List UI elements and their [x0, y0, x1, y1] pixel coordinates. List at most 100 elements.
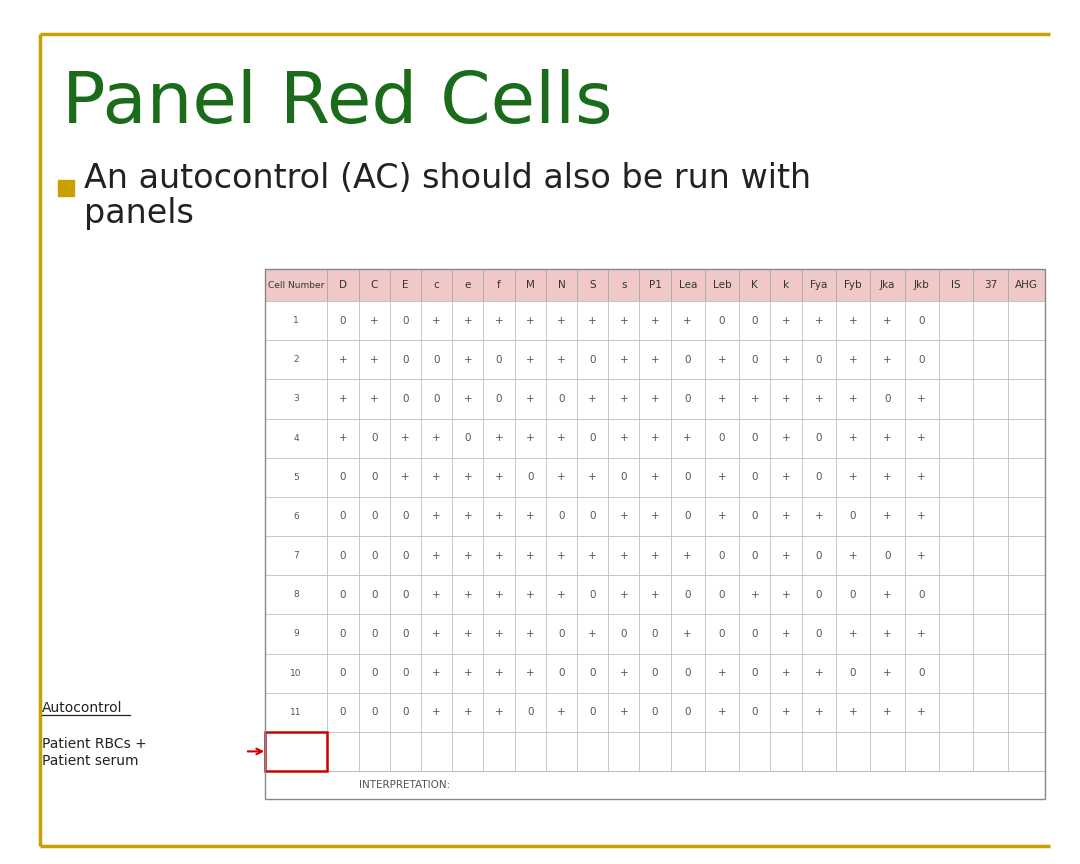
- Text: 0: 0: [590, 433, 596, 443]
- Text: 0: 0: [685, 511, 691, 521]
- Text: +: +: [650, 550, 659, 561]
- Bar: [939, 301, 973, 340]
- Bar: [390, 340, 421, 379]
- Bar: [639, 614, 671, 653]
- Text: 0: 0: [752, 629, 758, 638]
- Bar: [608, 497, 639, 536]
- Bar: [545, 614, 577, 653]
- Bar: [577, 301, 608, 340]
- Bar: [905, 693, 939, 732]
- Text: Lea: Lea: [678, 280, 697, 290]
- Bar: [739, 732, 770, 771]
- Text: 0: 0: [402, 629, 408, 638]
- Bar: [639, 301, 671, 340]
- Text: +: +: [339, 355, 348, 365]
- Bar: [514, 693, 545, 732]
- Bar: [390, 497, 421, 536]
- Bar: [671, 497, 705, 536]
- Bar: [484, 269, 514, 301]
- Text: +: +: [782, 433, 791, 443]
- Text: 0: 0: [752, 355, 758, 365]
- Bar: [453, 575, 484, 614]
- Text: +: +: [883, 315, 892, 326]
- Bar: [421, 269, 453, 301]
- Bar: [705, 653, 739, 693]
- Bar: [327, 379, 359, 418]
- Bar: [973, 418, 1008, 458]
- Text: +: +: [650, 315, 659, 326]
- Text: +: +: [883, 590, 892, 600]
- Text: +: +: [849, 708, 858, 717]
- Bar: [1008, 497, 1045, 536]
- Bar: [265, 418, 327, 458]
- Text: 0: 0: [370, 629, 377, 638]
- Bar: [577, 693, 608, 732]
- Bar: [905, 732, 939, 771]
- Bar: [265, 340, 327, 379]
- Text: 0: 0: [752, 708, 758, 717]
- Bar: [905, 269, 939, 301]
- Bar: [770, 653, 801, 693]
- Bar: [836, 458, 870, 497]
- Text: +: +: [917, 708, 926, 717]
- Text: 0: 0: [433, 355, 440, 365]
- Bar: [639, 269, 671, 301]
- Bar: [973, 269, 1008, 301]
- Text: +: +: [782, 473, 791, 482]
- Bar: [577, 653, 608, 693]
- Text: +: +: [401, 473, 409, 482]
- Text: 0: 0: [685, 473, 691, 482]
- Bar: [671, 614, 705, 653]
- Text: 10: 10: [291, 669, 302, 677]
- Bar: [421, 301, 453, 340]
- Bar: [836, 418, 870, 458]
- Bar: [1008, 693, 1045, 732]
- Bar: [905, 418, 939, 458]
- Bar: [327, 269, 359, 301]
- Bar: [514, 269, 545, 301]
- Text: +: +: [589, 550, 597, 561]
- Bar: [939, 269, 973, 301]
- Bar: [1008, 536, 1045, 575]
- Bar: [870, 269, 905, 301]
- Text: +: +: [432, 590, 441, 600]
- Bar: [770, 693, 801, 732]
- Text: +: +: [495, 511, 503, 521]
- Bar: [836, 653, 870, 693]
- Bar: [973, 379, 1008, 418]
- Text: +: +: [369, 394, 378, 403]
- Text: 11: 11: [291, 708, 302, 717]
- Text: +: +: [751, 394, 759, 403]
- Bar: [1008, 379, 1045, 418]
- Bar: [973, 653, 1008, 693]
- Bar: [739, 614, 770, 653]
- Text: 0: 0: [464, 433, 471, 443]
- Text: 0: 0: [719, 315, 726, 326]
- Text: +: +: [814, 394, 823, 403]
- Bar: [514, 458, 545, 497]
- Bar: [327, 653, 359, 693]
- Bar: [870, 653, 905, 693]
- Text: D: D: [339, 280, 347, 290]
- Text: +: +: [589, 394, 597, 403]
- Bar: [577, 379, 608, 418]
- Text: +: +: [463, 629, 472, 638]
- Text: +: +: [684, 315, 692, 326]
- Bar: [905, 340, 939, 379]
- Text: 6: 6: [294, 511, 299, 521]
- Text: +: +: [369, 315, 378, 326]
- Text: 7: 7: [294, 551, 299, 560]
- Bar: [390, 575, 421, 614]
- Text: +: +: [718, 355, 727, 365]
- Bar: [739, 497, 770, 536]
- Text: +: +: [718, 511, 727, 521]
- Bar: [265, 269, 1045, 799]
- Bar: [639, 575, 671, 614]
- Text: 0: 0: [558, 394, 565, 403]
- Bar: [801, 693, 836, 732]
- Text: 0: 0: [340, 473, 347, 482]
- Bar: [608, 269, 639, 301]
- Text: 0: 0: [590, 708, 596, 717]
- Text: +: +: [814, 668, 823, 678]
- Bar: [608, 653, 639, 693]
